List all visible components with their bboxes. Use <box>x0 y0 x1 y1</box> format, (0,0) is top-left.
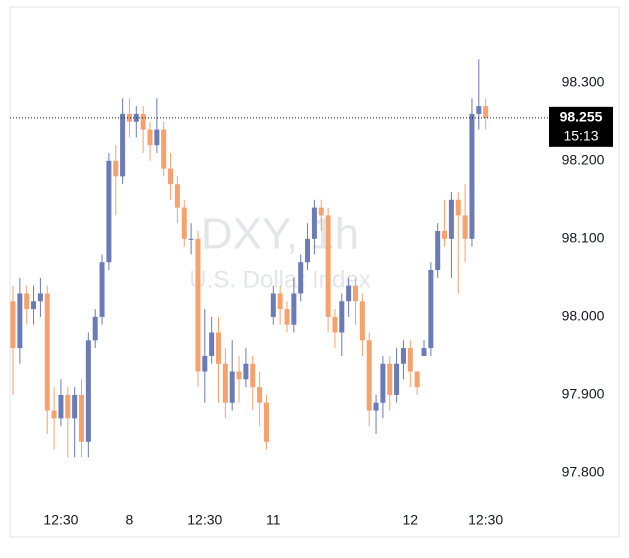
y-tick-label: 98.200 <box>562 151 605 167</box>
candle-body <box>181 207 187 239</box>
candle-body <box>229 371 235 403</box>
candle-body <box>126 113 132 122</box>
candle-body <box>222 363 228 403</box>
candle-body <box>243 363 249 380</box>
candle-body <box>188 238 194 240</box>
last-price-label: 98.255 <box>560 109 603 125</box>
y-tick-label: 98.000 <box>562 308 605 324</box>
candle-body <box>58 394 64 419</box>
candle-body <box>421 348 427 356</box>
candle-body <box>257 387 263 403</box>
candle-body <box>174 184 180 208</box>
candle-body <box>120 113 126 177</box>
candle-body <box>339 301 345 333</box>
chart-frame <box>9 6 620 538</box>
candle-body <box>318 207 324 216</box>
candle-body <box>250 363 256 388</box>
candle-body <box>140 113 146 130</box>
candle-body <box>65 394 71 419</box>
candle-body <box>346 285 352 302</box>
candle-body <box>311 207 317 239</box>
candle-body <box>325 215 331 317</box>
candle-body <box>85 340 91 442</box>
candle-body <box>92 316 98 341</box>
candle-body <box>99 262 105 317</box>
candle-body <box>263 402 269 442</box>
candle-body <box>483 106 489 118</box>
last-price-box <box>549 106 613 147</box>
candle-body <box>298 262 304 294</box>
x-tick-label: 12 <box>403 512 419 528</box>
x-tick-label: 11 <box>266 512 281 528</box>
x-tick-label: 8 <box>126 512 134 528</box>
candle-body <box>380 363 386 403</box>
x-tick-label: 12:30 <box>43 512 78 528</box>
candle-body <box>31 301 37 310</box>
x-tick-label: 12:30 <box>468 512 503 528</box>
y-tick-label: 98.300 <box>562 73 605 89</box>
candle-body <box>195 238 201 372</box>
candle-body <box>448 199 454 239</box>
candle-body <box>353 285 358 302</box>
candle-body <box>387 363 393 395</box>
candle-body <box>291 293 297 325</box>
candle-body <box>10 301 16 349</box>
countdown-label: 15:13 <box>563 128 598 144</box>
y-tick-label: 97.800 <box>562 464 605 480</box>
candle-body <box>17 293 23 349</box>
candle-body <box>277 293 283 310</box>
candle-body <box>394 363 400 395</box>
candle-body <box>51 410 57 419</box>
candle-body <box>455 199 461 216</box>
candle-body <box>147 129 153 146</box>
candle-body <box>72 394 78 419</box>
candle-body <box>154 129 160 146</box>
candle-body <box>202 355 208 372</box>
candle-body <box>236 371 242 380</box>
candle-body <box>37 293 43 302</box>
candle-body <box>168 168 174 185</box>
candle-body <box>366 340 372 411</box>
candle-body <box>435 231 441 271</box>
candle-body <box>414 371 420 388</box>
candle-body <box>442 231 448 239</box>
candle-body <box>332 316 338 333</box>
candle-body <box>407 348 413 372</box>
x-tick-label: 12:30 <box>187 512 222 528</box>
y-tick-label: 98.100 <box>562 230 605 246</box>
candle-body <box>79 394 84 442</box>
y-tick-label: 97.900 <box>562 386 605 402</box>
watermark-title: DXY, 1h <box>201 210 359 259</box>
candle-body <box>270 293 276 317</box>
candle-body <box>305 238 311 263</box>
candle-body <box>284 309 290 325</box>
candle-body <box>209 332 215 356</box>
candle-body <box>359 301 365 341</box>
candle-body <box>24 293 30 310</box>
candle-body <box>113 160 119 177</box>
candle-body <box>476 106 482 114</box>
candle-body <box>106 160 112 263</box>
candle-body <box>462 215 468 239</box>
candle-body <box>428 270 434 349</box>
candle-body <box>373 402 379 411</box>
candle-body <box>161 129 167 169</box>
candle-body <box>216 332 221 364</box>
candle-body <box>400 348 406 364</box>
candle-body <box>44 293 50 411</box>
candle-body <box>469 113 475 239</box>
